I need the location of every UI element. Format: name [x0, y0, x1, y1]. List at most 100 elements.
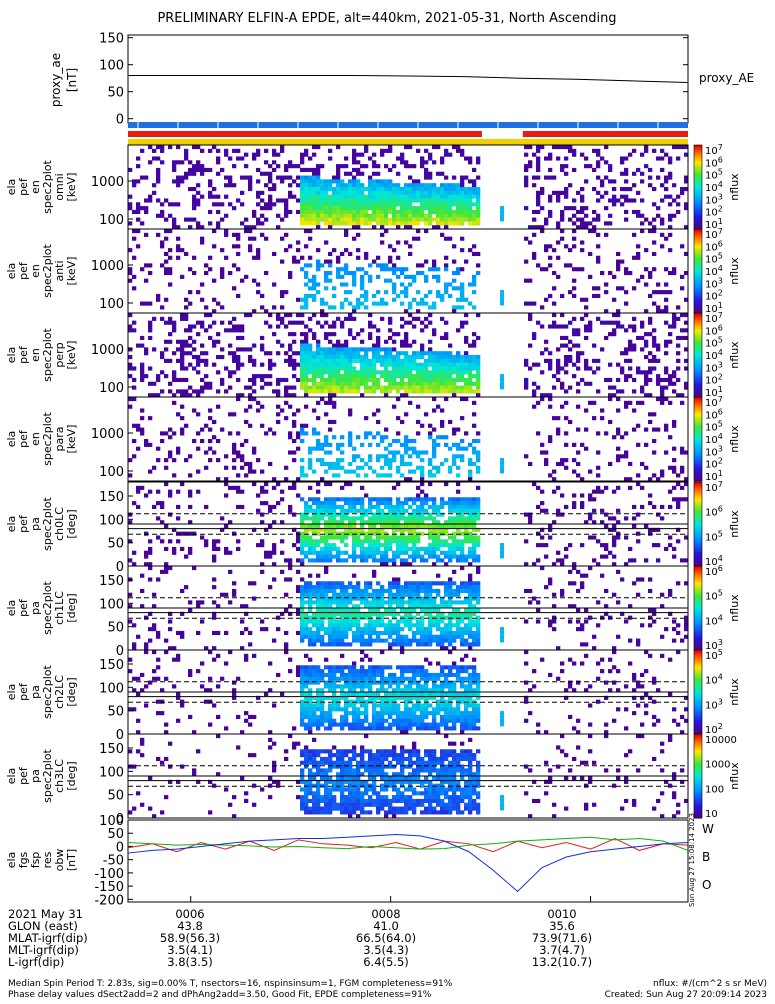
data-cell: [468, 386, 472, 390]
data-cell: [472, 497, 476, 501]
data-cell: [668, 490, 672, 494]
data-cell: [676, 210, 680, 214]
data-cell: [584, 428, 588, 432]
data-cell: [320, 164, 324, 168]
data-cell: [540, 229, 544, 233]
data-cell: [640, 275, 644, 279]
data-cell: [320, 324, 324, 328]
data-cell: [668, 543, 672, 547]
data-cell: [636, 279, 640, 283]
data-cell: [292, 420, 296, 424]
data-cell: [644, 149, 648, 153]
data-cell: [388, 210, 392, 214]
data-cell: [400, 191, 404, 195]
data-cell: [620, 389, 624, 393]
data-cell: [128, 374, 132, 378]
data-cell: [352, 535, 356, 539]
data-cell: [308, 639, 312, 643]
data-cell: [300, 424, 304, 428]
data-cell: [140, 431, 144, 435]
data-cell: [428, 389, 432, 393]
data-cell: [424, 501, 428, 505]
data-cell: [572, 153, 576, 157]
data-cell: [184, 305, 188, 309]
data-cell: [176, 256, 180, 260]
data-cell: [164, 229, 168, 233]
data-cell: [348, 313, 352, 317]
data-cell: [388, 363, 392, 367]
data-cell: [308, 389, 312, 393]
data-cell: [188, 344, 192, 348]
data-cell: [356, 535, 360, 539]
data-cell: [440, 497, 444, 501]
data-cell: [320, 206, 324, 210]
data-cell: [420, 378, 424, 382]
data-cell: [396, 370, 400, 374]
data-cell: [448, 183, 452, 187]
data-cell: [672, 267, 676, 271]
data-cell: [272, 505, 276, 509]
data-cell: [340, 513, 344, 517]
data-cell: [424, 172, 428, 176]
data-cell: [356, 370, 360, 374]
data-cell: [472, 275, 476, 279]
data-cell: [664, 370, 668, 374]
data-cell: [304, 473, 308, 477]
data-cell: [444, 443, 448, 447]
data-cell: [408, 497, 412, 501]
data-cell: [340, 466, 344, 470]
data-cell: [328, 581, 332, 585]
data-cell: [676, 482, 680, 486]
data-cell: [564, 431, 568, 435]
data-cell: [288, 344, 292, 348]
data-cell: [316, 401, 320, 405]
data-cell: [316, 359, 320, 363]
data-cell: [680, 450, 684, 454]
data-cell: [216, 370, 220, 374]
data-cell: [328, 462, 332, 466]
data-cell: [252, 382, 256, 386]
data-cell: [340, 267, 344, 271]
data-cell: [624, 374, 628, 378]
data-cell: [652, 252, 656, 256]
data-cell: [188, 505, 192, 509]
data-cell: [424, 302, 428, 306]
data-cell: [184, 458, 188, 462]
data-cell: [528, 164, 532, 168]
data-cell: [412, 237, 416, 241]
data-cell: [612, 328, 616, 332]
data-cell: [316, 524, 320, 528]
data-cell: [448, 237, 452, 241]
data-cell: [156, 378, 160, 382]
data-cell: [180, 275, 184, 279]
data-cell: [460, 153, 464, 157]
data-cell: [396, 431, 400, 435]
data-cell: [424, 412, 428, 416]
data-cell: [264, 271, 268, 275]
data-cell: [264, 172, 268, 176]
data-cell: [648, 412, 652, 416]
data-cell: [276, 378, 280, 382]
data-cell: [416, 195, 420, 199]
data-cell: [580, 543, 584, 547]
data-cell: [272, 282, 276, 286]
data-cell: [656, 344, 660, 348]
data-cell: [172, 351, 176, 355]
data-cell: [400, 547, 404, 551]
data-cell: [232, 351, 236, 355]
data-cell: [316, 539, 320, 543]
data-cell: [300, 374, 304, 378]
data-cell: [544, 221, 548, 225]
data-cell: [332, 344, 336, 348]
data-cell: [304, 405, 308, 409]
data-cell: [288, 347, 292, 351]
data-cell: [468, 535, 472, 539]
data-cell: [444, 524, 448, 528]
data-cell: [312, 176, 316, 180]
data-cell: [160, 202, 164, 206]
data-cell: [448, 294, 452, 298]
data-cell: [180, 344, 184, 348]
data-cell: [288, 509, 292, 513]
data-cell: [392, 532, 396, 536]
data-cell: [476, 431, 480, 435]
